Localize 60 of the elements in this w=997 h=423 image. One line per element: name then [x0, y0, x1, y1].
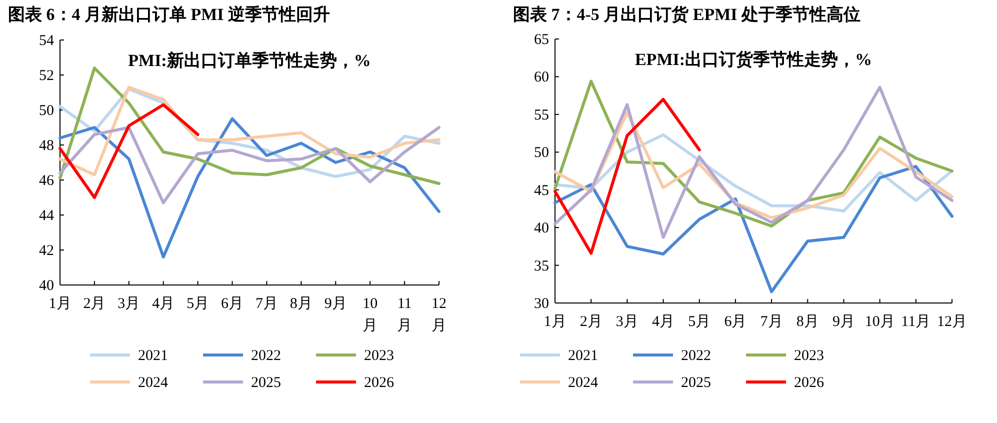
- x-tick-label: 10月: [362, 296, 378, 334]
- y-tick-label: 42: [39, 243, 54, 259]
- x-tick-label: 3月: [118, 296, 140, 312]
- chart-title: 图表 6：4 月新出口订单 PMI 逆季节性回升: [8, 5, 330, 24]
- x-tick-label: 5月: [186, 296, 210, 312]
- y-tick-label: 54: [39, 33, 54, 49]
- y-tick-label: 44: [39, 208, 54, 224]
- x-tick-label: 8月: [796, 314, 819, 330]
- x-tick-label: 9月: [832, 314, 855, 330]
- legend-label: 2025: [251, 375, 281, 391]
- legend-label: 2026: [794, 375, 824, 391]
- x-tick-label: 1月: [544, 314, 566, 330]
- text: EPMI:出口订货季节性走势，%: [634, 50, 872, 69]
- legend-label: 2025: [681, 375, 711, 391]
- y-tick-label: 46: [39, 173, 54, 189]
- legend-label: 2023: [364, 348, 394, 364]
- y-tick-label: 52: [39, 68, 54, 84]
- x-tick-label: 7月: [255, 296, 278, 312]
- line-series: [58, 103, 200, 199]
- x-tick-label: 6月: [724, 314, 747, 330]
- x-tick-label: 4月: [652, 314, 675, 330]
- y-tick-label: 40: [534, 220, 549, 237]
- y-tick-label: 60: [534, 70, 549, 86]
- x-tick-label: 8月: [290, 296, 312, 312]
- y-tick-label: 30: [534, 296, 549, 312]
- x-tick-label: 2月: [83, 296, 106, 312]
- x-tick-label: 10月: [864, 314, 895, 330]
- x-tick-label: 4月: [152, 296, 175, 312]
- y-tick-label: 50: [534, 145, 549, 162]
- y-tick-label: 45: [534, 182, 549, 199]
- y-tick-label: 55: [534, 107, 549, 124]
- legend-label: 2024: [568, 375, 598, 391]
- line-series: [554, 98, 701, 255]
- y-tick-label: 40: [39, 278, 54, 294]
- x-tick-label: 11月: [901, 314, 931, 330]
- legend-label: 2022: [681, 348, 711, 364]
- x-tick-label: 12月: [937, 314, 967, 330]
- line-series: [554, 164, 954, 294]
- legend-label: 2021: [138, 348, 168, 364]
- x-tick-label: 7月: [760, 314, 783, 330]
- y-tick-label: 35: [534, 258, 549, 274]
- chart-title: 图表 7：4-5 月出口订货 EPMI 处于季节性高位: [513, 5, 861, 24]
- x-tick-label: 6月: [221, 296, 244, 312]
- x-tick-label: 2月: [580, 314, 602, 330]
- legend-label: 2021: [568, 348, 598, 364]
- x-tick-label: 1月: [48, 296, 72, 312]
- line-series: [58, 126, 440, 204]
- legend-label: 2022: [251, 348, 281, 364]
- y-tick-label: 48: [39, 138, 54, 154]
- legend-label: 2023: [794, 348, 824, 364]
- x-tick-label: 11月: [397, 296, 412, 334]
- x-tick-label: 5月: [688, 314, 711, 330]
- x-tick-label: 12月: [432, 296, 446, 334]
- text: PMI:新出口订单季节性走势，%: [128, 51, 371, 70]
- legend-label: 2026: [364, 375, 394, 391]
- y-tick-label: 50: [39, 103, 54, 119]
- x-tick-label: 9月: [324, 296, 347, 312]
- y-tick-label: 65: [534, 32, 549, 48]
- x-tick-label: 3月: [616, 314, 638, 330]
- legend-label: 2024: [138, 375, 168, 391]
